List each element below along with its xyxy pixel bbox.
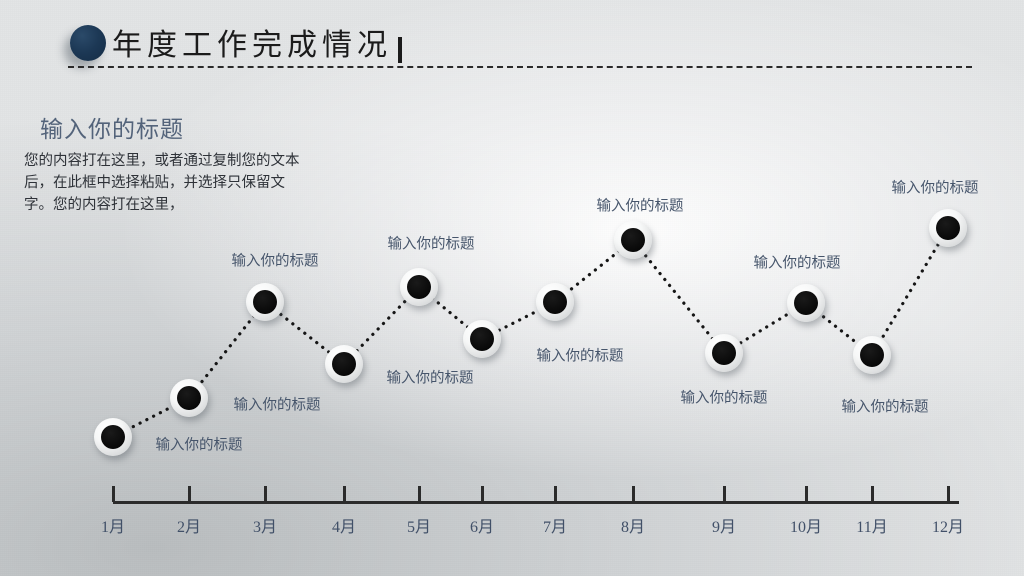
x-axis-tick-label: 12月: [931, 519, 965, 536]
title-accent-bar: [398, 37, 402, 63]
data-point-label: 输入你的标题: [753, 255, 841, 272]
x-axis-tick: [632, 486, 635, 502]
page-title: 年度工作完成情况: [112, 29, 392, 62]
data-point-marker[interactable]: [246, 283, 284, 321]
x-axis-tick-label: 2月: [176, 519, 202, 536]
x-axis-tick: [188, 486, 191, 502]
x-axis-tick-label: 10月: [789, 519, 823, 536]
x-axis-tick-label: 5月: [406, 519, 432, 536]
data-point-marker[interactable]: [170, 379, 208, 417]
x-axis-tick: [343, 486, 346, 502]
data-point-marker[interactable]: [94, 418, 132, 456]
data-point-marker[interactable]: [787, 284, 825, 322]
data-point-label: 输入你的标题: [231, 253, 319, 270]
x-axis-tick-label: 4月: [331, 519, 357, 536]
x-axis-tick-label: 6月: [469, 519, 495, 536]
x-axis-tick: [805, 486, 808, 502]
data-point-marker[interactable]: [400, 268, 438, 306]
data-point-label: 输入你的标题: [680, 390, 768, 407]
data-point-label: 输入你的标题: [536, 348, 624, 365]
data-point-marker[interactable]: [463, 320, 501, 358]
data-point-label: 输入你的标题: [841, 399, 929, 416]
x-axis-tick: [264, 486, 267, 502]
x-axis-tick-label: 11月: [856, 519, 888, 536]
x-axis-tick: [418, 486, 421, 502]
x-axis-tick-label: 8月: [620, 519, 646, 536]
x-axis-tick-label: 9月: [711, 519, 737, 536]
x-axis-tick-label: 1月: [100, 519, 126, 536]
data-point-label: 输入你的标题: [386, 370, 474, 387]
x-axis-tick-label: 7月: [542, 519, 568, 536]
x-axis-tick: [871, 486, 874, 502]
header-divider: [68, 66, 972, 68]
data-point-label: 输入你的标题: [596, 198, 684, 215]
section-title: 输入你的标题: [40, 117, 184, 142]
data-point-marker[interactable]: [536, 283, 574, 321]
x-axis-tick: [481, 486, 484, 502]
data-point-marker[interactable]: [853, 336, 891, 374]
x-axis-tick: [112, 486, 115, 502]
data-point-marker[interactable]: [325, 345, 363, 383]
data-point-label: 输入你的标题: [233, 397, 321, 414]
data-point-marker[interactable]: [614, 221, 652, 259]
section-body-text: 您的内容打在这里，或者通过复制您的文本后，在此框中选择粘贴，并选择只保留文字。您…: [24, 153, 300, 213]
x-axis-line: [113, 501, 959, 504]
data-point-marker[interactable]: [929, 209, 967, 247]
data-point-label: 输入你的标题: [155, 437, 243, 454]
x-axis-tick: [723, 486, 726, 502]
x-axis-tick: [554, 486, 557, 502]
data-point-label: 输入你的标题: [387, 236, 475, 253]
data-point-marker[interactable]: [705, 334, 743, 372]
header-bullet-icon: [70, 25, 106, 61]
x-axis-tick-label: 3月: [252, 519, 278, 536]
data-point-label: 输入你的标题: [891, 180, 979, 197]
x-axis-tick: [947, 486, 950, 502]
